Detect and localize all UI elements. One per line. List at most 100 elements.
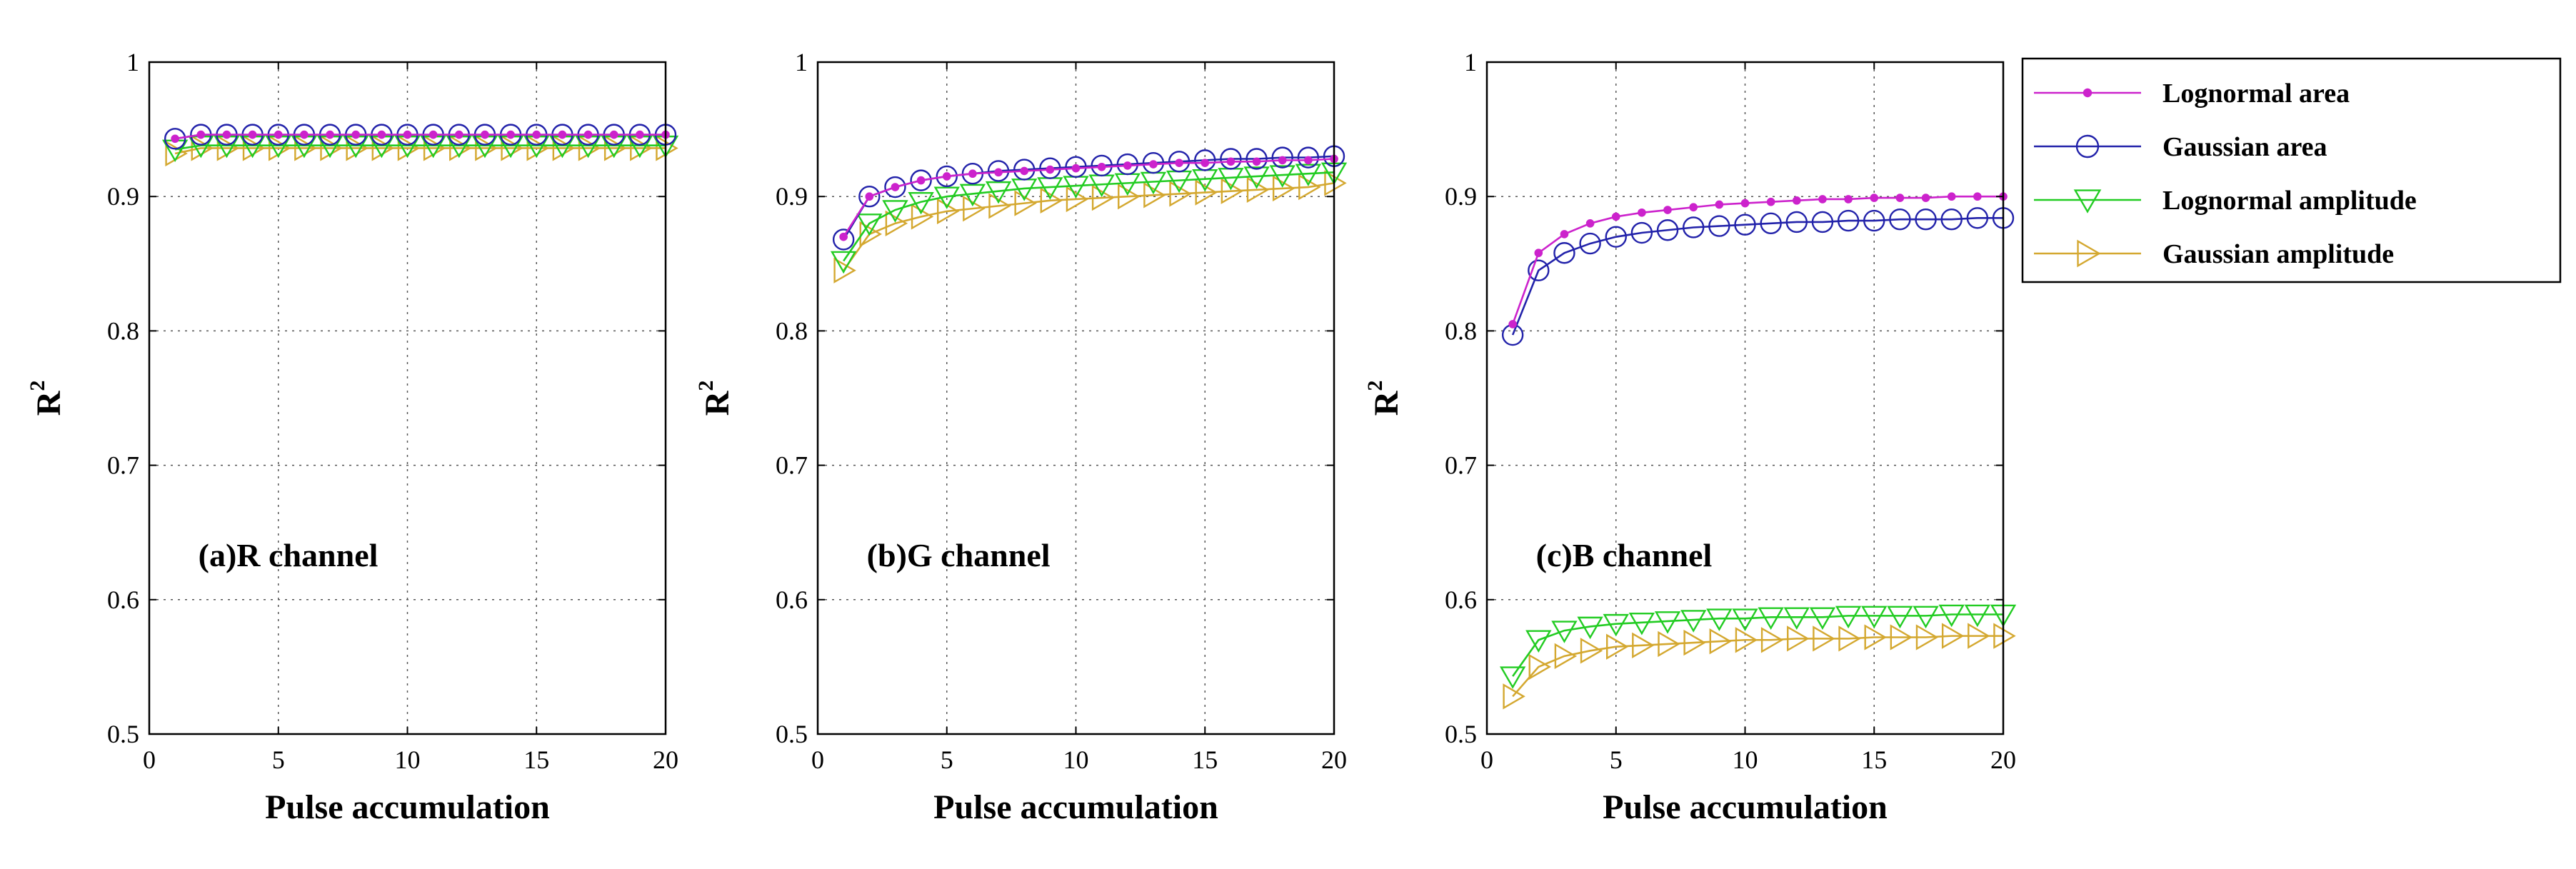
data-point-lognormal-amplitude: [1706, 608, 1733, 631]
x-tick-label: 0: [1480, 745, 1493, 774]
data-point-lognormal-amplitude: [1680, 610, 1707, 633]
x-tick-label: 10: [1063, 745, 1089, 774]
data-point-lognormal-amplitude: [1887, 606, 1913, 629]
y-tick-label: 0.7: [776, 451, 808, 480]
data-point-gaussian-amplitude: [1580, 638, 1603, 664]
legend-entry: Gaussian amplitude: [2034, 239, 2394, 269]
data-point-gaussian-amplitude: [1709, 628, 1733, 655]
series-line-gaussian-amplitude: [843, 182, 1335, 271]
x-tick-label: 0: [811, 745, 824, 774]
data-point-gaussian-area: [1246, 148, 1268, 170]
data-point-gaussian-amplitude: [1968, 623, 1990, 649]
y-axis-title-base: R: [30, 390, 68, 416]
y-axis-title-base: R: [698, 390, 736, 416]
data-point-gaussian-area: [1734, 214, 1756, 236]
data-point-gaussian-area: [884, 176, 906, 199]
data-point-lognormal-area: [609, 130, 618, 139]
data-point-gaussian-area: [1605, 226, 1627, 248]
y-tick-label: 1: [795, 48, 808, 76]
series-layer: [1499, 192, 2017, 710]
x-tick-label: 5: [1610, 745, 1623, 774]
data-point-lognormal-amplitude: [1732, 608, 1758, 631]
data-point-lognormal-area: [968, 169, 977, 179]
data-point-gaussian-area: [1220, 148, 1242, 170]
data-point-gaussian-area: [1863, 209, 1885, 232]
data-point-lognormal-area: [1278, 156, 1287, 165]
x-axis-title: Pulse accumulation: [1603, 788, 1888, 826]
data-point-lognormal-area: [1508, 320, 1517, 328]
y-tick-label: 0.6: [776, 586, 808, 614]
data-point-gaussian-area: [1528, 259, 1550, 281]
data-point-gaussian-area: [1966, 207, 1989, 229]
data-point-lognormal-area: [506, 130, 515, 139]
data-point-lognormal-amplitude: [1938, 604, 1965, 628]
data-point-gaussian-area: [1837, 209, 1860, 232]
data-point-gaussian-area: [1579, 232, 1601, 255]
legend-entry: Lognormal area: [2034, 79, 2350, 109]
panel-r-channel: 0.5 0.6 0.7 0.8 0.9 1 0 5 10 15 20 (a)R channel P…: [26, 48, 679, 826]
series-line-lognormal-amplitude: [843, 171, 1335, 262]
y-axis-title-superscript: 2: [26, 381, 49, 391]
data-point-lognormal-area: [1560, 230, 1569, 238]
legend-label: Lognormal amplitude: [2162, 186, 2417, 216]
legend-label: Gaussian amplitude: [2162, 239, 2394, 269]
data-point-lognormal-amplitude: [985, 181, 1012, 204]
data-point-gaussian-amplitude: [1838, 626, 1861, 652]
data-point-gaussian-amplitude: [1890, 624, 1913, 651]
data-point-lognormal-area: [865, 192, 874, 201]
series-line-gaussian-area: [1511, 217, 2003, 336]
data-point-lognormal-area: [1818, 195, 1827, 204]
y-tick-labels: 0.5 0.6 0.7 0.8 0.9 1: [107, 48, 139, 748]
x-tick-label: 5: [941, 745, 953, 774]
data-point-gaussian-area: [164, 128, 186, 150]
legend-entries: Lognormal area Gaussian area Lognormal amp…: [2034, 79, 2417, 269]
data-point-lognormal-area: [351, 130, 361, 139]
data-point-gaussian-amplitude: [1528, 653, 1551, 680]
y-axis-title-superscript: 2: [694, 381, 718, 391]
data-point-gaussian-area: [1915, 208, 1937, 231]
data-point-lognormal-area: [300, 130, 309, 139]
x-tick-label: 0: [143, 745, 156, 774]
data-point-lognormal-area: [429, 130, 438, 139]
data-point-lognormal-area: [1175, 159, 1183, 167]
series-line-lognormal-area: [174, 134, 666, 140]
y-tick-label: 0.6: [1445, 586, 1477, 614]
data-point-lognormal-area: [1766, 197, 1775, 206]
data-point-lognormal-area: [1149, 160, 1158, 169]
data-point-lognormal-amplitude: [882, 200, 908, 223]
y-axis-title: R2: [26, 381, 68, 416]
y-tick-label: 0.9: [107, 182, 139, 211]
legend: Lognormal area Gaussian area Lognormal amp…: [2021, 57, 2562, 283]
data-point-lognormal-area: [636, 130, 644, 139]
data-point-gaussian-area: [910, 169, 932, 191]
data-point-gaussian-area: [858, 186, 881, 208]
x-tick-labels: 0 5 10 15 20: [143, 745, 678, 774]
data-point-lognormal-amplitude: [1654, 611, 1681, 634]
panel-label: (a)R channel: [199, 537, 379, 573]
data-point-lognormal-amplitude: [830, 251, 857, 274]
data-point-gaussian-area: [1656, 219, 1679, 241]
data-point-gaussian-amplitude: [1915, 624, 1939, 651]
data-point-lognormal-amplitude: [1525, 630, 1552, 653]
data-point-lognormal-area: [1252, 157, 1261, 166]
series-line-lognormal-amplitude: [1512, 613, 2003, 677]
data-point-lognormal-amplitude: [1577, 616, 1603, 640]
data-point-lognormal-amplitude: [1603, 613, 1629, 637]
data-point-gaussian-area: [1553, 242, 1575, 264]
y-tick-labels: 0.5 0.6 0.7 0.8 0.9 1: [776, 48, 808, 748]
data-point-lognormal-area: [1663, 206, 1672, 214]
data-point-gaussian-amplitude: [1658, 631, 1680, 658]
data-point-lognormal-amplitude: [1269, 165, 1295, 188]
data-point-lognormal-amplitude: [1964, 604, 1991, 628]
data-point-gaussian-area: [1811, 211, 1834, 233]
data-point-gaussian-amplitude: [1787, 626, 1810, 652]
data-point-gaussian-area: [1889, 208, 1911, 231]
data-point-lognormal-area: [248, 130, 257, 139]
series-layer: [830, 145, 1348, 283]
data-point-lognormal-area: [583, 130, 593, 139]
data-point-lognormal-area: [1638, 208, 1646, 217]
y-tick-label: 0.8: [107, 316, 139, 345]
y-tick-label: 0.5: [776, 720, 808, 748]
data-point-lognormal-area: [994, 168, 1003, 177]
